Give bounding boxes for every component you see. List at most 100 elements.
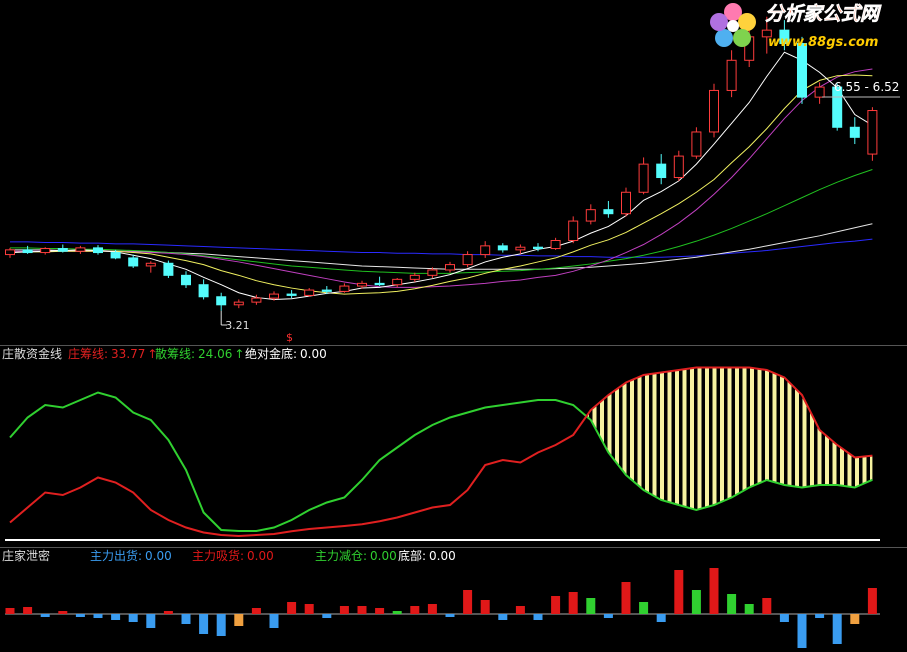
moving-average [10,169,873,274]
bar [75,614,85,617]
bar [551,596,561,614]
candle-body [93,247,103,254]
bar [744,604,754,614]
candle-body [233,301,244,306]
bar [832,614,842,644]
candle-body [814,86,825,98]
legend-value: 0.00 [429,549,456,563]
bar [463,590,473,614]
bar [797,614,807,648]
bar [410,606,420,614]
bar [498,614,508,620]
logo-petal [738,13,756,31]
legend-name: 底部: [398,549,427,563]
bar [586,598,596,614]
candle-body [656,163,667,179]
candle-body [128,257,139,267]
candle-body [568,220,579,241]
bar [427,604,437,614]
candle-body [638,163,649,193]
candle-body [445,264,455,271]
bar [23,607,33,614]
candle-body [57,248,68,252]
bar [621,582,631,614]
legend-value: 0.00 [300,347,327,361]
bar [269,614,279,628]
logo-petal [733,29,751,47]
bar [322,614,332,618]
bar [128,614,138,622]
bar [251,608,261,614]
candle-body [515,246,526,251]
bar [815,614,825,618]
moving-average [10,223,873,270]
panel-header: 庄散资金线 [2,346,62,362]
moving-average [10,68,873,288]
logo-petal [715,29,733,47]
candle-body [216,296,227,306]
bar [779,614,789,622]
legend-trend: ↑ [234,347,245,361]
candle-body [198,284,209,298]
panel-title: 庄散资金线 [2,347,63,361]
candle-body [163,262,174,276]
bar [216,614,226,636]
bar [850,614,860,624]
logo-petal [710,13,728,31]
candle-body [5,249,15,256]
candle-body [40,248,51,254]
legend-item: 主力减仓: 0.00 [315,548,397,564]
bar [674,570,684,614]
bar [357,606,367,614]
bar [181,614,191,624]
candle-body [709,89,719,133]
legend-item: 庄筹线: 33.77 ↑ [68,346,157,362]
logo-url: www.88gs.com [768,35,878,50]
bar [533,614,543,620]
logo-center [727,20,739,32]
candle-body [497,245,508,251]
candle-body [761,29,772,38]
legend-name: 主力减仓: [315,549,368,563]
bar [709,568,719,614]
bar [339,606,349,614]
candle-body [779,29,790,45]
candle-body [427,269,438,276]
candle-body [181,274,191,286]
bar [867,588,877,614]
candle-body [585,209,596,222]
candle-body [533,246,543,250]
legend-name: 散筹线: [155,347,196,361]
bar [603,614,613,618]
candle-body [603,209,614,215]
legend-item: 底部: 0.00 [398,548,456,564]
bar [392,611,402,614]
candle-body [797,43,807,98]
bar [727,594,737,614]
legend-name: 主力出货: [90,549,143,563]
flow-line [9,391,873,532]
bar [515,606,525,614]
bar [691,590,701,614]
bar [199,614,209,634]
legend-item: 主力出货: 0.00 [90,548,172,564]
bar [234,614,244,626]
bar [656,614,666,622]
panel-title: 庄家泄密 [2,549,51,563]
candle-body [550,239,561,250]
candle-body [621,191,631,215]
bar [375,608,385,614]
candle-body [691,131,702,157]
moving-average [10,238,873,258]
bar [480,600,490,614]
candle-body [110,252,121,259]
logo: 分析家公式网 www.88gs.com [710,3,882,50]
legend-value: 24.06 [198,347,233,361]
moving-average [9,51,873,300]
legend-value: 0.00 [145,549,172,563]
candle-body [286,293,297,296]
legend-name: 庄筹线: [68,347,109,361]
logo-petal [724,3,742,21]
